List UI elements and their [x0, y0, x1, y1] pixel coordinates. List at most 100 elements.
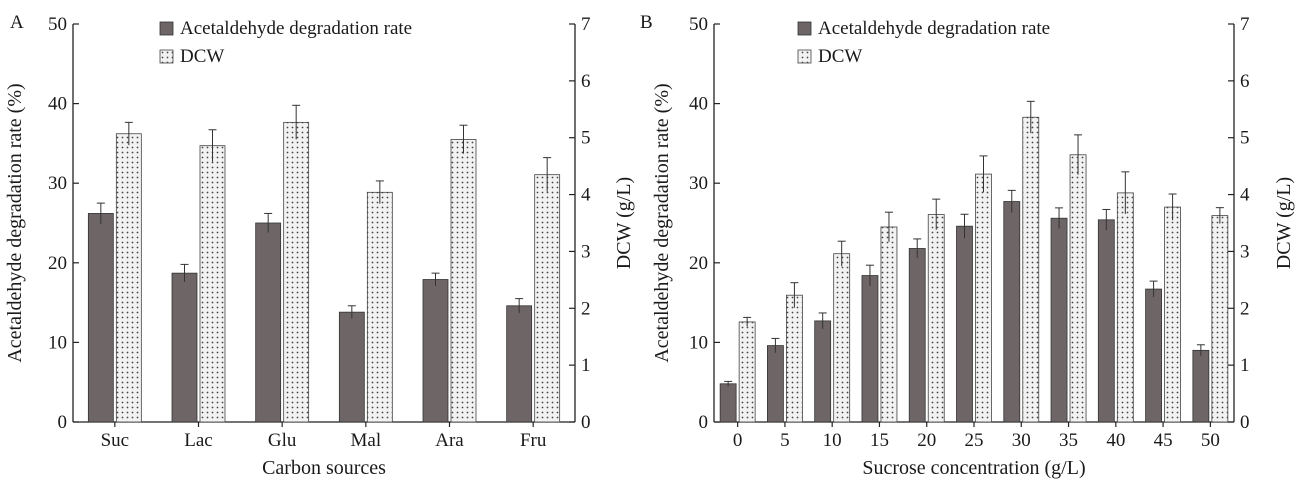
legend-swatch-degradation-rate	[159, 21, 174, 36]
x-tick-label: 35	[1059, 430, 1078, 451]
y-tick-label-left: 30	[689, 173, 708, 194]
y-tick-label-left: 10	[689, 332, 708, 353]
y-tick-label-left: 50	[48, 14, 67, 35]
bar-degradation-rate	[338, 311, 365, 423]
bar-dcw	[1022, 116, 1040, 423]
bar-dcw	[738, 321, 756, 423]
x-tick-label: Fru	[520, 430, 547, 451]
legend-label-degradation-rate: Acetaldehyde degradation rate	[180, 18, 412, 39]
bar-degradation-rate	[422, 279, 449, 423]
x-tick-label: 45	[1154, 430, 1173, 451]
bar-dcw	[1116, 192, 1134, 423]
x-axis-label: Carbon sources	[262, 457, 386, 479]
bar-dcw	[833, 253, 851, 423]
y-tick-label-left: 40	[48, 94, 67, 115]
y-tick-label-right: 0	[581, 412, 591, 433]
bar-dcw	[1211, 215, 1229, 423]
y-tick-label-right: 3	[1240, 241, 1250, 262]
x-tick-label: Suc	[101, 430, 130, 451]
y-tick-label-left: 50	[689, 14, 708, 35]
bar-dcw	[1069, 154, 1087, 423]
bar-dcw	[199, 145, 226, 423]
y-tick-label-right: 2	[581, 298, 591, 319]
y-axis-label-left: Acetaldehyde degradation rate (%)	[651, 83, 673, 362]
panel-label: A	[10, 12, 24, 33]
y-tick-label-left: 0	[58, 412, 68, 433]
legend-label-dcw: DCW	[180, 46, 224, 67]
bar-degradation-rate	[506, 305, 533, 423]
x-tick-label: 30	[1012, 430, 1031, 451]
bar-degradation-rate	[1145, 288, 1162, 423]
y-tick-label-left: 30	[48, 173, 67, 194]
bar-dcw	[366, 191, 393, 423]
y-tick-label-right: 2	[1240, 298, 1250, 319]
bar-degradation-rate	[1192, 349, 1210, 423]
bar-degradation-rate	[1050, 217, 1068, 423]
y-tick-label-right: 4	[581, 185, 591, 206]
y-tick-label-right: 1	[1240, 355, 1250, 376]
y-tick-label-right: 7	[1240, 14, 1250, 35]
y-tick-label-left: 0	[699, 412, 709, 433]
legend: Acetaldehyde degradation rate DCW	[159, 18, 412, 67]
y-tick-label-left: 20	[48, 253, 67, 274]
x-tick-label: 0	[733, 430, 743, 451]
x-tick-label: 50	[1201, 430, 1220, 451]
bar-degradation-rate	[1097, 219, 1115, 423]
bar-dcw	[975, 173, 992, 423]
bar-degradation-rate	[1003, 201, 1021, 423]
x-tick-label: Glu	[268, 430, 297, 451]
bar-degradation-rate	[87, 213, 114, 423]
legend-label-degradation-rate: Acetaldehyde degradation rate	[818, 18, 1050, 39]
y-axis-label-right: DCW (g/L)	[1273, 177, 1295, 269]
y-tick-label-right: 7	[581, 14, 591, 35]
y-tick-label-right: 0	[1240, 412, 1250, 433]
legend-label-dcw: DCW	[818, 46, 862, 67]
bar-degradation-rate	[956, 225, 973, 423]
y-tick-label-left: 10	[48, 332, 67, 353]
bar-dcw	[1164, 206, 1181, 423]
bar-degradation-rate	[861, 275, 879, 423]
y-tick-label-left: 20	[689, 253, 708, 274]
bar-dcw	[927, 214, 945, 423]
y-tick-label-right: 3	[581, 241, 591, 262]
x-tick-label: 20	[917, 430, 936, 451]
bar-degradation-rate	[908, 248, 926, 423]
x-tick-label: Mal	[351, 430, 382, 451]
legend-swatch-dcw	[797, 49, 812, 64]
bar-degradation-rate	[171, 272, 198, 423]
bar-degradation-rate	[814, 320, 832, 423]
x-tick-label: 5	[780, 430, 790, 451]
bar-dcw	[283, 121, 310, 423]
x-tick-label: 10	[823, 430, 842, 451]
bar-degradation-rate	[767, 345, 784, 423]
y-tick-label-right: 5	[581, 128, 591, 149]
x-tick-label: 25	[965, 430, 984, 451]
y-tick-label-left: 40	[689, 94, 708, 115]
y-tick-label-right: 4	[1240, 185, 1250, 206]
legend-swatch-degradation-rate	[797, 21, 812, 36]
bar-degradation-rate	[255, 222, 282, 423]
bar-degradation-rate	[719, 383, 737, 423]
x-tick-label: Lac	[184, 430, 212, 451]
y-tick-label-right: 6	[1240, 71, 1250, 92]
y-axis-label-right: DCW (g/L)	[613, 177, 635, 269]
x-tick-label: 15	[870, 430, 889, 451]
bar-dcw	[534, 174, 561, 423]
y-tick-label-right: 6	[581, 71, 591, 92]
y-tick-label-right: 1	[581, 355, 591, 376]
x-tick-label: Ara	[435, 430, 464, 451]
y-tick-label-right: 5	[1240, 128, 1250, 149]
x-tick-label: 40	[1106, 430, 1125, 451]
legend: Acetaldehyde degradation rate DCW	[797, 18, 1050, 67]
bar-dcw	[880, 226, 898, 423]
bar-dcw	[450, 139, 477, 423]
chart-panel-a: A 0 10 20 30 40 50 0 1 2 3 4 5 6 7 Acetaldehyde degrada…	[4, 12, 635, 479]
bar-dcw	[786, 294, 803, 423]
y-axis-label-left: Acetaldehyde degradation rate (%)	[4, 83, 26, 362]
legend-swatch-dcw	[159, 49, 174, 64]
panel-label: B	[640, 12, 653, 33]
bar-dcw	[115, 133, 142, 423]
x-axis-label: Sucrose concentration (g/L)	[862, 457, 1085, 479]
